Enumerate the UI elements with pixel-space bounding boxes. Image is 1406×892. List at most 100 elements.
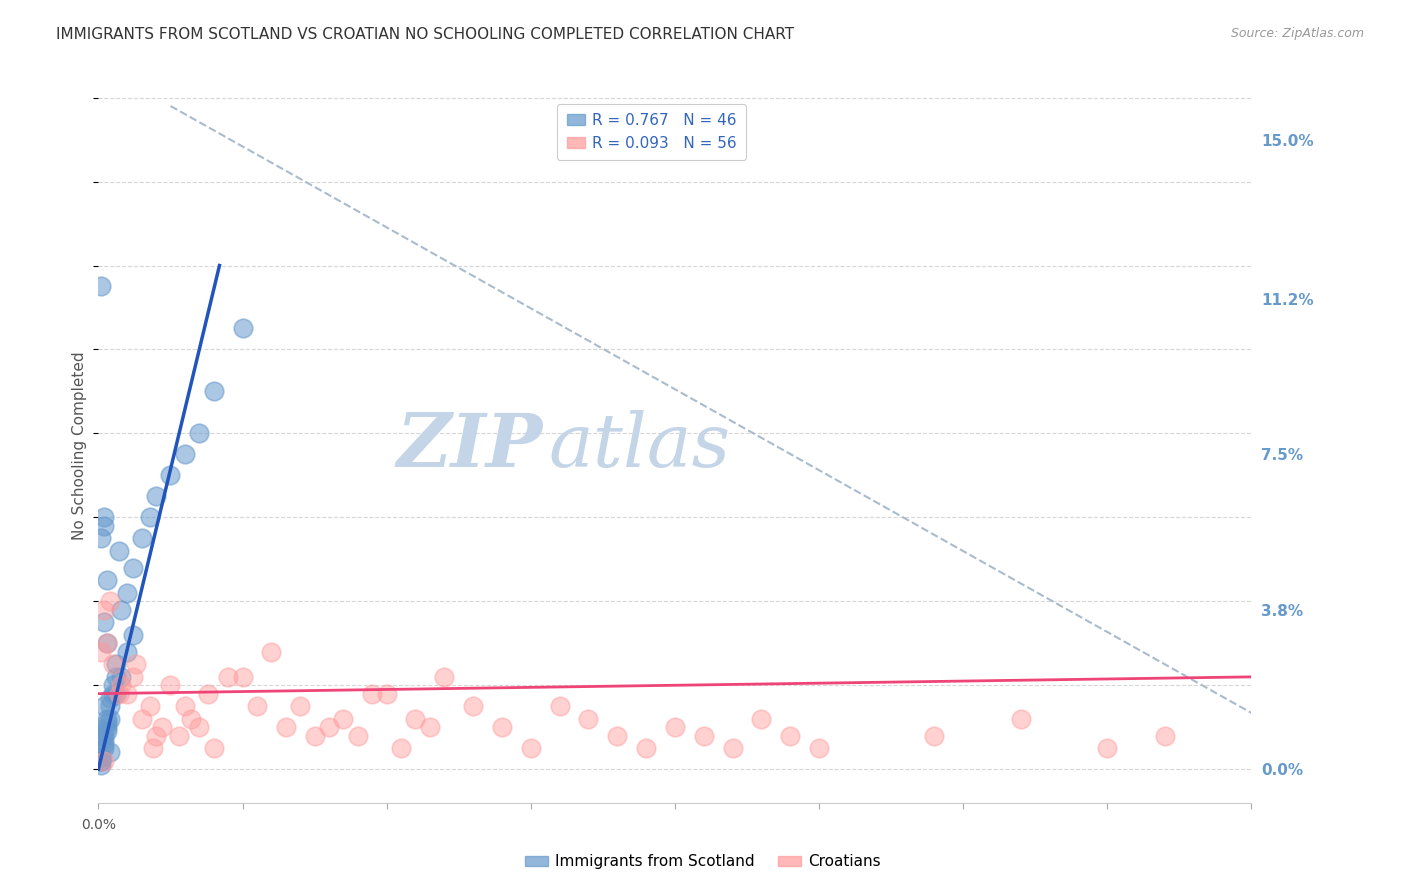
Text: ZIP: ZIP xyxy=(396,409,543,483)
Point xyxy=(290,699,312,714)
Point xyxy=(117,645,139,659)
Point xyxy=(779,729,801,743)
Point xyxy=(98,699,121,714)
Point xyxy=(361,687,384,701)
Point xyxy=(578,712,600,726)
Point xyxy=(104,687,127,701)
Point xyxy=(117,586,139,600)
Legend: Immigrants from Scotland, Croatians: Immigrants from Scotland, Croatians xyxy=(519,848,887,875)
Point xyxy=(96,724,118,739)
Text: atlas: atlas xyxy=(548,409,730,483)
Point xyxy=(90,279,112,293)
Point xyxy=(93,615,115,630)
Point xyxy=(139,510,162,524)
Point xyxy=(93,603,115,617)
Point xyxy=(93,729,115,743)
Point xyxy=(90,758,112,772)
Point xyxy=(93,518,115,533)
Point xyxy=(101,657,124,672)
Point xyxy=(110,678,132,692)
Point xyxy=(1153,729,1175,743)
Point xyxy=(96,712,118,726)
Point xyxy=(131,532,153,546)
Point xyxy=(1097,741,1119,756)
Point xyxy=(159,678,181,692)
Point xyxy=(419,720,441,734)
Point xyxy=(90,749,112,764)
Legend: R = 0.767   N = 46, R = 0.093   N = 56: R = 0.767 N = 46, R = 0.093 N = 56 xyxy=(557,104,747,160)
Point xyxy=(145,729,167,743)
Point xyxy=(188,720,211,734)
Point xyxy=(90,729,112,743)
Point xyxy=(721,741,744,756)
Point xyxy=(606,729,628,743)
Y-axis label: No Schooling Completed: No Schooling Completed xyxy=(72,351,87,541)
Point xyxy=(664,720,686,734)
Point xyxy=(93,741,115,756)
Point xyxy=(389,741,412,756)
Point xyxy=(1010,712,1032,726)
Point xyxy=(93,699,115,714)
Point xyxy=(174,447,197,461)
Point xyxy=(110,670,132,684)
Point xyxy=(96,636,118,650)
Point xyxy=(145,489,167,503)
Point xyxy=(202,384,225,399)
Point xyxy=(405,712,427,726)
Text: Source: ZipAtlas.com: Source: ZipAtlas.com xyxy=(1230,27,1364,40)
Text: IMMIGRANTS FROM SCOTLAND VS CROATIAN NO SCHOOLING COMPLETED CORRELATION CHART: IMMIGRANTS FROM SCOTLAND VS CROATIAN NO … xyxy=(56,27,794,42)
Point xyxy=(96,716,118,731)
Point xyxy=(246,699,269,714)
Point xyxy=(142,741,165,756)
Point xyxy=(188,426,211,441)
Point xyxy=(90,754,112,768)
Point xyxy=(139,699,162,714)
Point xyxy=(202,741,225,756)
Point xyxy=(98,690,121,705)
Point xyxy=(122,560,145,574)
Point xyxy=(93,754,115,768)
Point xyxy=(375,687,398,701)
Point xyxy=(318,720,340,734)
Point xyxy=(260,645,283,659)
Point xyxy=(117,687,139,701)
Point xyxy=(93,732,115,747)
Point xyxy=(231,670,254,684)
Point xyxy=(636,741,658,756)
Point xyxy=(96,720,118,734)
Point xyxy=(101,678,124,692)
Point xyxy=(101,687,124,701)
Point xyxy=(93,737,115,751)
Point xyxy=(491,720,513,734)
Point xyxy=(104,670,127,684)
Point xyxy=(96,574,118,588)
Point xyxy=(693,729,716,743)
Point xyxy=(346,729,368,743)
Text: 0.0%: 0.0% xyxy=(82,819,115,832)
Point xyxy=(90,749,112,764)
Point xyxy=(93,510,115,524)
Point xyxy=(461,699,484,714)
Point xyxy=(304,729,326,743)
Point xyxy=(548,699,571,714)
Point xyxy=(174,699,197,714)
Point xyxy=(125,657,148,672)
Point xyxy=(110,603,132,617)
Point xyxy=(98,746,121,760)
Point xyxy=(90,645,112,659)
Point xyxy=(122,628,145,642)
Point xyxy=(98,594,121,608)
Point xyxy=(167,729,190,743)
Point xyxy=(90,532,112,546)
Point xyxy=(332,712,354,726)
Point xyxy=(104,657,127,672)
Point xyxy=(96,636,118,650)
Point xyxy=(922,729,945,743)
Point xyxy=(98,712,121,726)
Point xyxy=(807,741,830,756)
Point xyxy=(433,670,456,684)
Point xyxy=(90,754,112,768)
Point xyxy=(159,468,181,483)
Point xyxy=(274,720,297,734)
Point xyxy=(520,741,543,756)
